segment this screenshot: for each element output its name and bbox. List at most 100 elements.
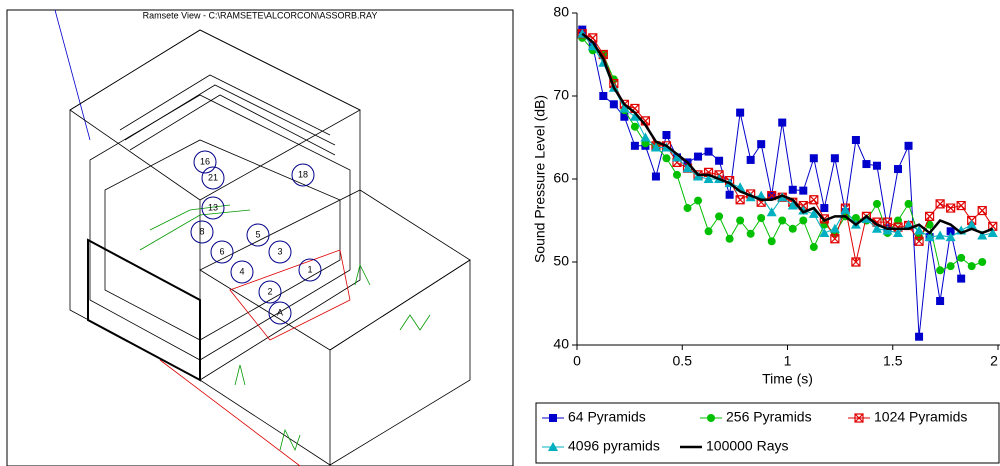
marker xyxy=(977,230,988,240)
source-circle xyxy=(268,240,292,264)
marker xyxy=(799,216,808,225)
marker xyxy=(682,163,693,173)
x-tick-label: 0.5 xyxy=(673,353,693,369)
x-tick-label: 1.5 xyxy=(883,353,903,369)
marker xyxy=(704,147,713,156)
marker xyxy=(683,204,692,213)
legend-marker xyxy=(854,413,864,423)
source-label: 13 xyxy=(208,202,218,212)
marker xyxy=(787,200,798,210)
y-tick-label: 50 xyxy=(553,253,569,269)
y-tick-label: 70 xyxy=(553,87,569,103)
x-axis-label: Time (s) xyxy=(762,371,813,387)
source-circle xyxy=(190,220,214,244)
marker xyxy=(914,225,925,235)
marker xyxy=(936,297,945,306)
source-label: 5 xyxy=(255,229,260,239)
legend-label: 4096 pyramids xyxy=(568,438,660,454)
marker xyxy=(788,224,797,233)
marker xyxy=(640,132,651,142)
legend-label: 100000 Rays xyxy=(706,438,789,454)
marker xyxy=(778,216,787,225)
source-label: A xyxy=(277,307,283,317)
marker xyxy=(936,266,945,275)
x-tick-label: 1 xyxy=(784,353,792,369)
source-circle xyxy=(246,223,270,247)
marker xyxy=(946,203,956,213)
marker xyxy=(756,190,767,200)
legend-marker xyxy=(549,414,557,422)
marker xyxy=(967,262,976,271)
marker xyxy=(809,195,819,205)
source-circle xyxy=(258,280,282,304)
marker xyxy=(882,217,893,227)
legend-label: 1024 Pyramids xyxy=(874,409,967,425)
marker xyxy=(757,214,766,223)
marker xyxy=(978,258,987,266)
marker xyxy=(894,165,903,174)
marker xyxy=(904,199,913,208)
y-tick-label: 60 xyxy=(553,170,569,186)
marker xyxy=(629,111,640,121)
source-circle xyxy=(291,163,315,187)
marker xyxy=(715,212,724,221)
marker xyxy=(946,262,955,271)
legend-label: 64 Pyramids xyxy=(568,409,646,425)
marker xyxy=(956,200,966,211)
marker xyxy=(766,207,777,217)
marker xyxy=(893,227,904,237)
marker xyxy=(799,186,808,195)
x-tick-label: 0 xyxy=(573,353,581,369)
source-circle xyxy=(210,240,234,264)
marker xyxy=(830,154,839,163)
source-label: 3 xyxy=(277,246,282,256)
series-line xyxy=(581,32,994,235)
marker xyxy=(715,156,724,165)
marker xyxy=(650,142,661,152)
marker xyxy=(725,234,734,243)
source-circle xyxy=(298,258,322,282)
marker xyxy=(599,92,608,100)
marker xyxy=(935,230,946,240)
source-label: 2 xyxy=(267,286,272,296)
marker xyxy=(736,108,745,117)
marker xyxy=(808,208,819,218)
marker xyxy=(977,205,987,216)
series-line xyxy=(581,33,993,238)
marker xyxy=(872,199,881,208)
marker xyxy=(840,204,851,214)
marker xyxy=(830,234,840,244)
y-tick-label: 40 xyxy=(553,336,569,352)
source-label: 4 xyxy=(239,266,244,276)
source-circle xyxy=(201,196,225,220)
legend-marker xyxy=(548,442,558,451)
marker xyxy=(788,185,797,194)
source-circle xyxy=(268,301,292,325)
marker xyxy=(820,204,829,213)
marker xyxy=(746,155,755,164)
marker xyxy=(987,227,998,237)
marker xyxy=(671,152,682,162)
marker xyxy=(946,227,955,236)
marker xyxy=(851,135,860,144)
marker xyxy=(914,236,924,246)
marker xyxy=(746,229,755,238)
marker xyxy=(945,232,956,242)
marker xyxy=(924,211,935,221)
marker xyxy=(966,219,977,229)
marker xyxy=(735,195,745,205)
marker xyxy=(904,141,913,150)
legend-marker xyxy=(707,414,715,422)
source-label: 16 xyxy=(200,156,210,166)
marker xyxy=(630,122,639,131)
marker xyxy=(809,154,818,163)
marker xyxy=(829,223,840,233)
viewer-title: Ramsete View - C:\RAMSETE\ALCORCON\ASSOR… xyxy=(143,10,378,20)
marker xyxy=(620,112,629,121)
marker xyxy=(778,118,787,127)
marker xyxy=(619,103,630,113)
marker xyxy=(630,141,639,150)
source-circle xyxy=(193,150,217,174)
